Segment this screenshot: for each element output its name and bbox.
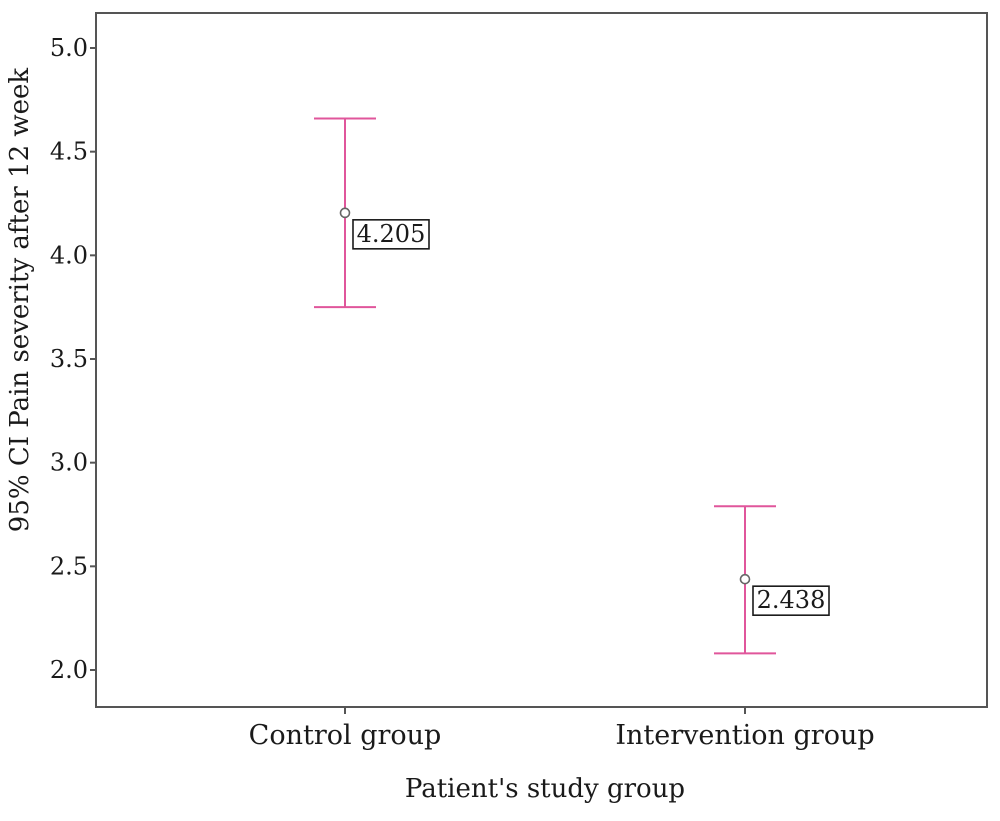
y-tick-label: 5.0 [50, 34, 88, 62]
data-label: 4.205 [357, 220, 426, 248]
data-label-box [752, 585, 830, 616]
y-tick-label: 4.0 [50, 241, 88, 269]
y-tick-label: 3.0 [50, 449, 88, 477]
y-tick-label: 4.5 [50, 138, 88, 166]
error-bar-series: 4.205 2.438 [314, 117, 830, 655]
mean-marker [739, 573, 751, 585]
x-axis-title: Patient's study group [405, 774, 685, 804]
y-tick-label: 2.5 [50, 552, 88, 580]
mean-marker [339, 207, 351, 219]
data-label-box [352, 219, 430, 250]
plot-frame [95, 12, 988, 708]
y-tick-label: 2.0 [50, 656, 88, 684]
y-axis-title: 95% CI Pain severity after 12 week [5, 68, 35, 533]
x-tick-label: Control group [249, 720, 442, 751]
y-tick-label: 3.5 [50, 345, 88, 373]
y-axis: 2.0 2.5 3.0 3.5 4.0 4.5 5.0 [50, 34, 96, 684]
x-axis: Control group Intervention group [249, 707, 875, 751]
x-tick-label: Intervention group [615, 720, 874, 751]
data-label: 2.438 [757, 586, 826, 614]
